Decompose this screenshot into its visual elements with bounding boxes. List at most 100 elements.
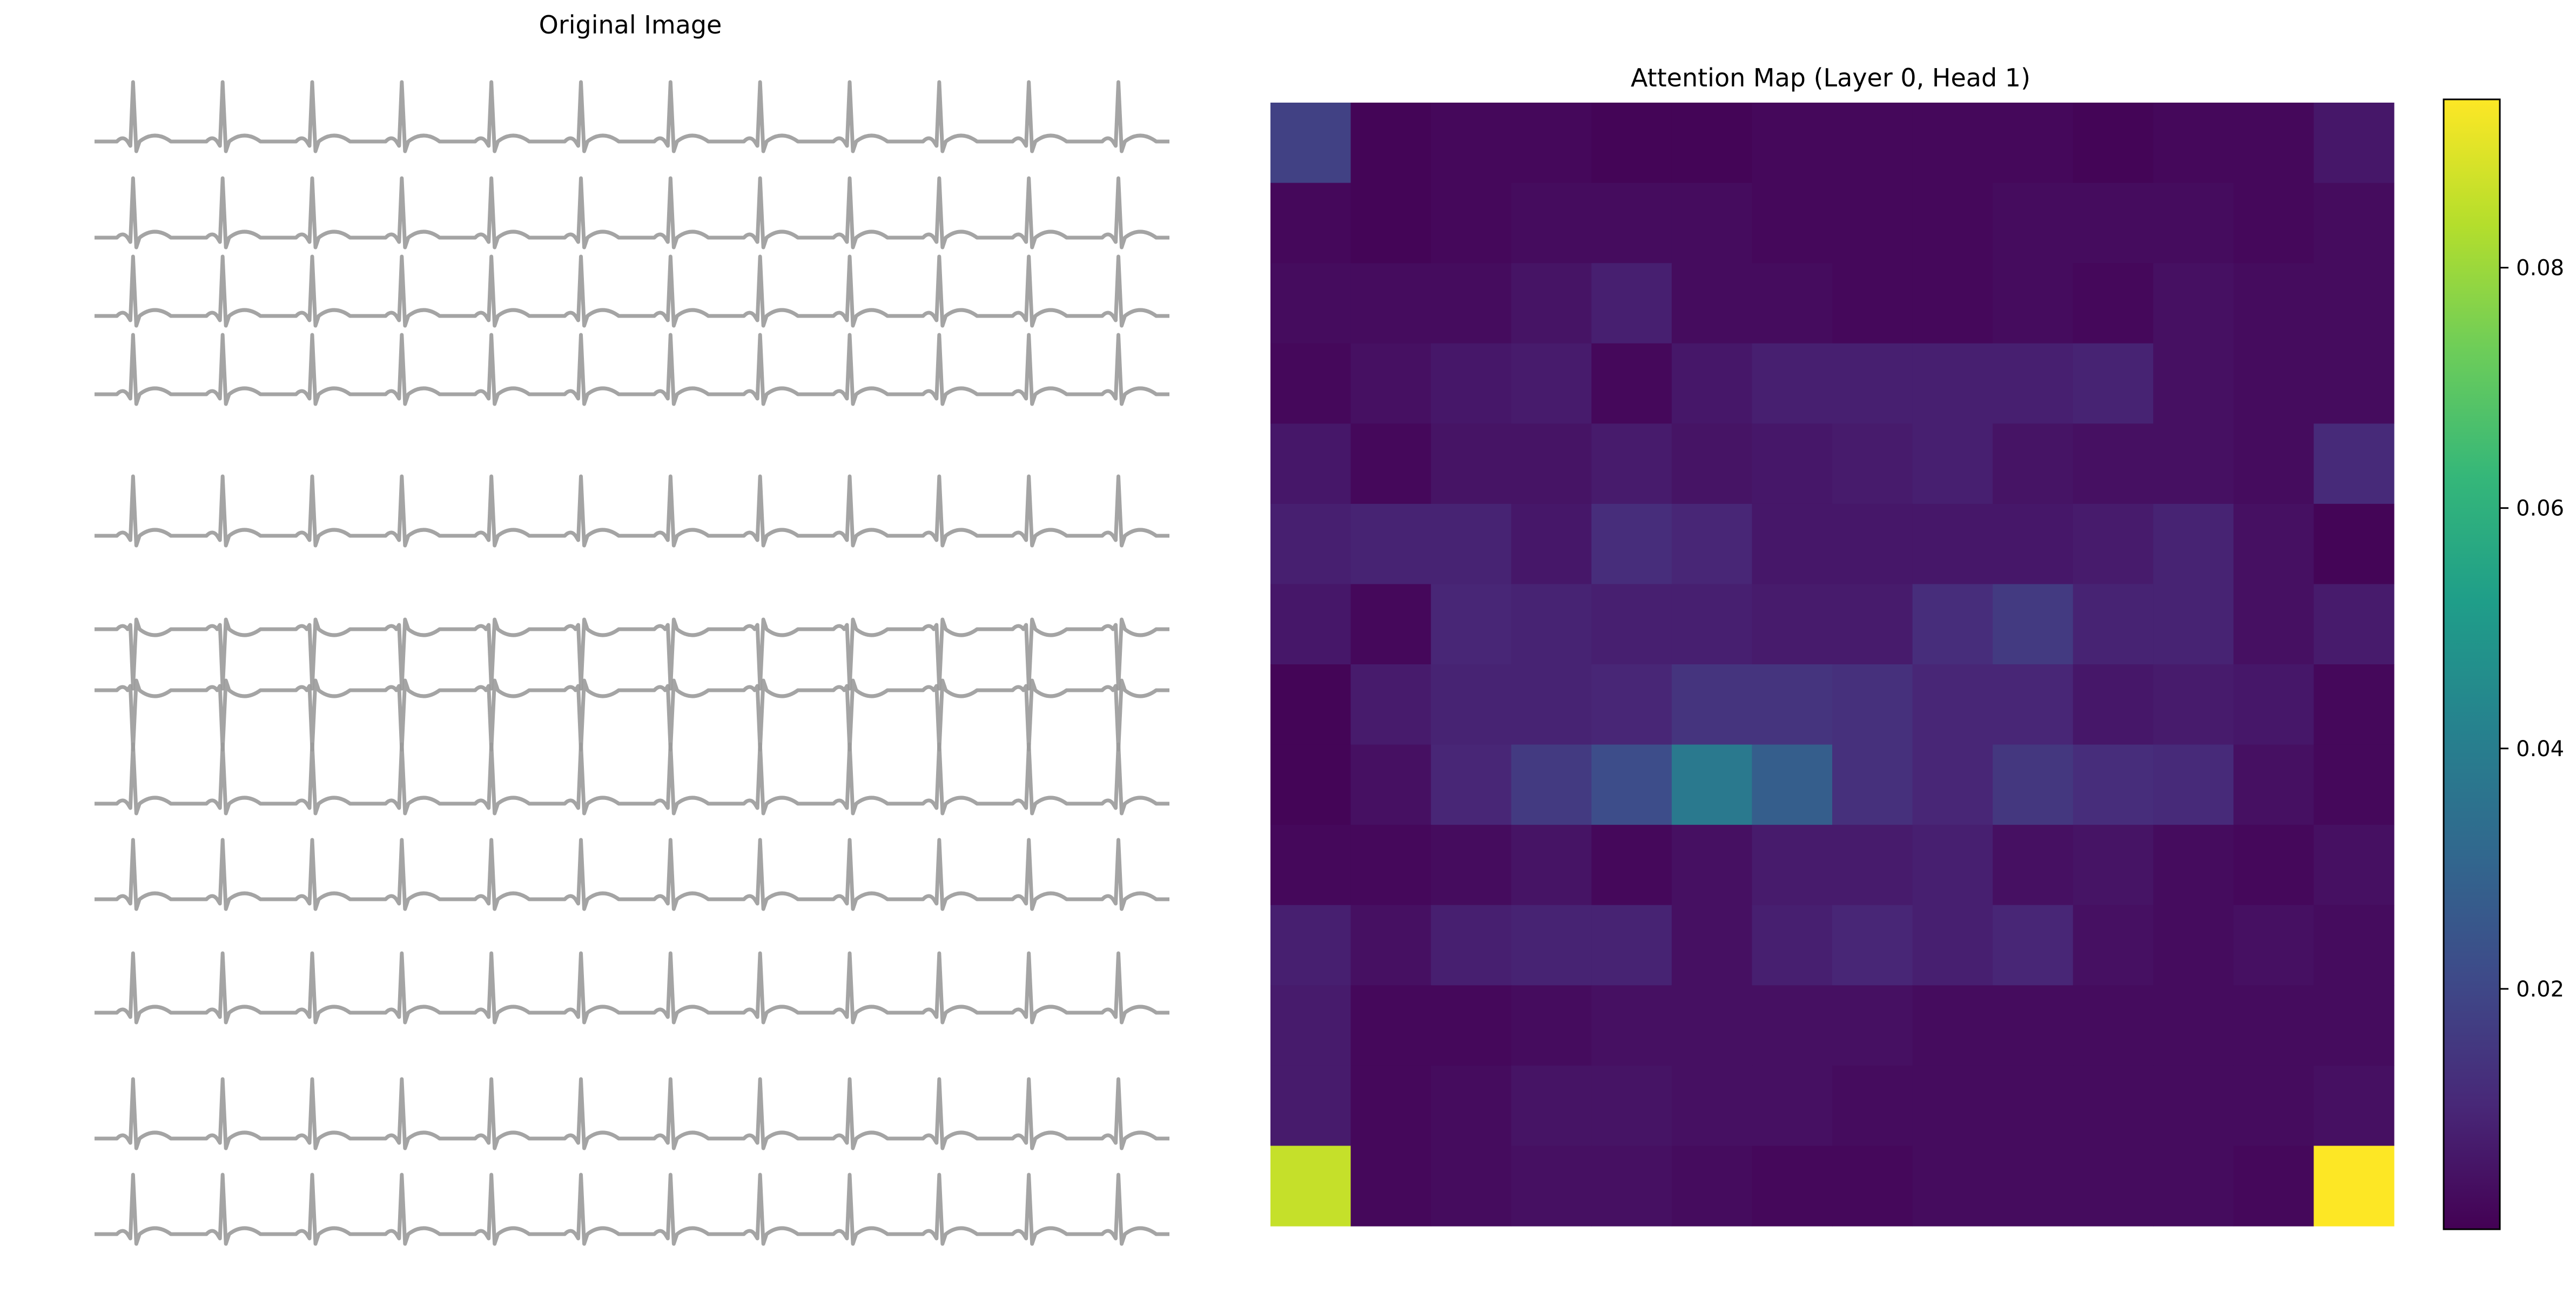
heatmap-cell xyxy=(2313,584,2395,665)
heatmap-cell xyxy=(1511,1065,1592,1147)
heatmap-cell xyxy=(1511,744,1592,825)
heatmap-cell xyxy=(2233,183,2315,264)
heatmap-cell xyxy=(2153,103,2234,184)
heatmap-cell xyxy=(1671,263,1753,344)
heatmap-cell xyxy=(1912,1146,1993,1227)
heatmap-cell xyxy=(2313,503,2395,585)
heatmap-cell xyxy=(2233,1065,2315,1147)
heatmap-cell xyxy=(1912,905,1993,986)
heatmap-cell xyxy=(1752,183,1833,264)
heatmap-cell xyxy=(2313,423,2395,504)
heatmap-cell xyxy=(2073,1065,2154,1147)
heatmap-cell xyxy=(1350,985,1431,1066)
heatmap-cell xyxy=(1752,825,1833,906)
colorbar-tick-label: 0.02 xyxy=(2516,977,2564,1002)
heatmap-cell xyxy=(1671,1146,1753,1227)
heatmap-cell xyxy=(2073,343,2154,424)
heatmap-cell xyxy=(2233,664,2315,745)
heatmap-cell xyxy=(1912,584,1993,665)
heatmap-cell xyxy=(1591,103,1672,184)
heatmap-cell xyxy=(1993,905,2074,986)
heatmap-cell xyxy=(1832,1065,1913,1147)
heatmap-cell xyxy=(1993,985,2074,1066)
heatmap-cell xyxy=(1832,1146,1913,1227)
heatmap-cell xyxy=(1431,503,1512,585)
ecg-lead-trace xyxy=(95,1173,1169,1246)
heatmap-cell xyxy=(1511,343,1592,424)
heatmap-cell xyxy=(1912,423,1993,504)
heatmap-cell xyxy=(1752,263,1833,344)
heatmap-cell xyxy=(1431,825,1512,906)
heatmap-cell xyxy=(1752,664,1833,745)
heatmap-cell xyxy=(1270,503,1351,585)
heatmap-cell xyxy=(1431,423,1512,504)
heatmap-cell xyxy=(2233,103,2315,184)
heatmap-cell xyxy=(1350,263,1431,344)
heatmap-cell xyxy=(1832,905,1913,986)
heatmap-cell xyxy=(1752,744,1833,825)
heatmap-cell xyxy=(1591,744,1672,825)
heatmap-cell xyxy=(2233,584,2315,665)
heatmap-cell xyxy=(2153,1065,2234,1147)
heatmap-cell xyxy=(1350,423,1431,504)
heatmap-cell xyxy=(1350,664,1431,745)
heatmap-cell xyxy=(1350,103,1431,184)
ecg-lead-trace xyxy=(95,742,1169,816)
heatmap-cell xyxy=(2313,985,2395,1066)
heatmap-cell xyxy=(2313,825,2395,906)
heatmap-cell xyxy=(1591,343,1672,424)
heatmap-cell xyxy=(1511,423,1592,504)
original-image-title: Original Image xyxy=(539,10,722,39)
heatmap-cell xyxy=(1431,744,1512,825)
heatmap-cell xyxy=(2313,343,2395,424)
heatmap-cell xyxy=(2233,423,2315,504)
heatmap-cell xyxy=(1752,1065,1833,1147)
heatmap-cell xyxy=(1752,503,1833,585)
heatmap-cell xyxy=(1270,664,1351,745)
heatmap-cell xyxy=(2313,183,2395,264)
heatmap-cell xyxy=(1591,503,1672,585)
colorbar-tick-label: 0.08 xyxy=(2516,256,2564,281)
heatmap-cell xyxy=(1270,584,1351,665)
heatmap-cell xyxy=(2233,905,2315,986)
heatmap-cell xyxy=(1993,584,2074,665)
heatmap-cell xyxy=(1511,503,1592,585)
heatmap-cell xyxy=(1431,584,1512,665)
heatmap-cell xyxy=(2313,1065,2395,1147)
heatmap-cell xyxy=(1671,905,1753,986)
heatmap-cell xyxy=(1270,1146,1351,1227)
heatmap-cell xyxy=(1591,1146,1672,1227)
heatmap-cell xyxy=(2313,1146,2395,1227)
heatmap-cell xyxy=(2073,744,2154,825)
heatmap-cell xyxy=(2233,343,2315,424)
heatmap-cell xyxy=(1993,103,2074,184)
heatmap-cell xyxy=(2073,664,2154,745)
heatmap-cell xyxy=(1671,664,1753,745)
heatmap-cell xyxy=(2313,744,2395,825)
heatmap-cell xyxy=(1591,584,1672,665)
heatmap-cell xyxy=(2073,503,2154,585)
heatmap-cell xyxy=(1912,503,1993,585)
heatmap-cell xyxy=(1912,825,1993,906)
heatmap-cell xyxy=(1832,744,1913,825)
colorbar: 0.02 0.04 0.06 0.08 xyxy=(2443,98,2564,1230)
heatmap-cell xyxy=(1511,103,1592,184)
heatmap-cell xyxy=(2073,905,2154,986)
heatmap-cell xyxy=(1912,985,1993,1066)
heatmap-cell xyxy=(1993,744,2074,825)
heatmap-cell xyxy=(1993,183,2074,264)
heatmap-cell xyxy=(1832,343,1913,424)
heatmap-cell xyxy=(2153,664,2234,745)
heatmap-cell xyxy=(1591,263,1672,344)
heatmap-cell xyxy=(1671,584,1753,665)
heatmap-cell xyxy=(1350,825,1431,906)
heatmap-cell xyxy=(1993,423,2074,504)
heatmap-cell xyxy=(1832,103,1913,184)
heatmap-cell xyxy=(1993,503,2074,585)
ecg-lead-trace xyxy=(95,678,1169,752)
heatmap-cell xyxy=(2073,825,2154,906)
heatmap-cell xyxy=(2153,744,2234,825)
heatmap-cell xyxy=(1591,423,1672,504)
heatmap-cell xyxy=(1671,103,1753,184)
heatmap-cell xyxy=(2153,343,2234,424)
